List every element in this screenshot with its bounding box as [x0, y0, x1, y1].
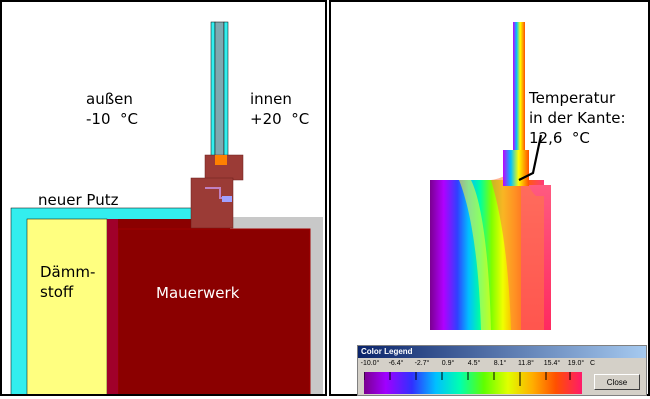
panel-divider — [325, 0, 331, 396]
legend-tick: 4.5° — [467, 360, 481, 367]
thermal-simulation-panel: Temperatur in der Kante: 12,6 °C — [331, 0, 650, 396]
edge-temperature-label: Temperatur in der Kante: 12,6 °C — [529, 89, 626, 147]
window-temperature-column — [513, 22, 525, 162]
insulation-layer — [26, 218, 108, 396]
legend-tick: -2.7° — [414, 360, 430, 367]
window-glass-inner — [223, 21, 229, 163]
legend-unit: C — [590, 360, 596, 367]
legend-tick-labels: -10.0° -6.4° -2.7° 0.9° 4.5° 8.1° 11.8° … — [360, 360, 585, 370]
construction-section-drawing — [10, 21, 323, 396]
construction-section-panel: außen -10 °C innen +20 °C neuer Putz Däm… — [0, 0, 325, 396]
window-frame-lower — [190, 177, 234, 229]
legend-tick: 15.4° — [543, 360, 561, 367]
masonry-label: Mauerwerk — [156, 284, 240, 302]
masonry-inner — [117, 228, 311, 396]
legend-title-bar: Color Legend — [358, 346, 646, 358]
legend-tick-marks — [363, 372, 571, 386]
masonry-edge-strip — [107, 219, 118, 396]
legend-tick: -6.4° — [388, 360, 404, 367]
window-frame-gasket — [215, 155, 227, 165]
new-plaster-label: neuer Putz — [38, 191, 119, 209]
legend-tick: 19.0° — [567, 360, 585, 367]
legend-tick: 0.9° — [441, 360, 455, 367]
thermal-simulation-drawing — [430, 22, 551, 330]
legend-tick: -10.0° — [360, 360, 380, 367]
window-frame-sill — [222, 196, 232, 202]
legend-tick: 8.1° — [493, 360, 507, 367]
edge-pointer-line — [518, 134, 543, 181]
inside-temperature-label: innen +20 °C — [250, 90, 310, 128]
window-glass-outer — [210, 21, 216, 163]
isotherm-band — [459, 180, 491, 330]
legend-tick: 11.8° — [518, 360, 534, 367]
window-glass-pane — [214, 21, 225, 163]
color-legend-window: Color Legend -10.0° -6.4° -2.7° 0.9° 4.5… — [357, 345, 647, 396]
legend-color-bar — [363, 372, 582, 394]
insulation-label: Dämm- stoff — [40, 263, 96, 301]
isotherm-corner-region — [491, 158, 544, 330]
outside-temperature-label: außen -10 °C — [86, 90, 139, 128]
window-frame-field — [503, 150, 529, 186]
legend-close-button[interactable]: Close — [594, 374, 640, 390]
